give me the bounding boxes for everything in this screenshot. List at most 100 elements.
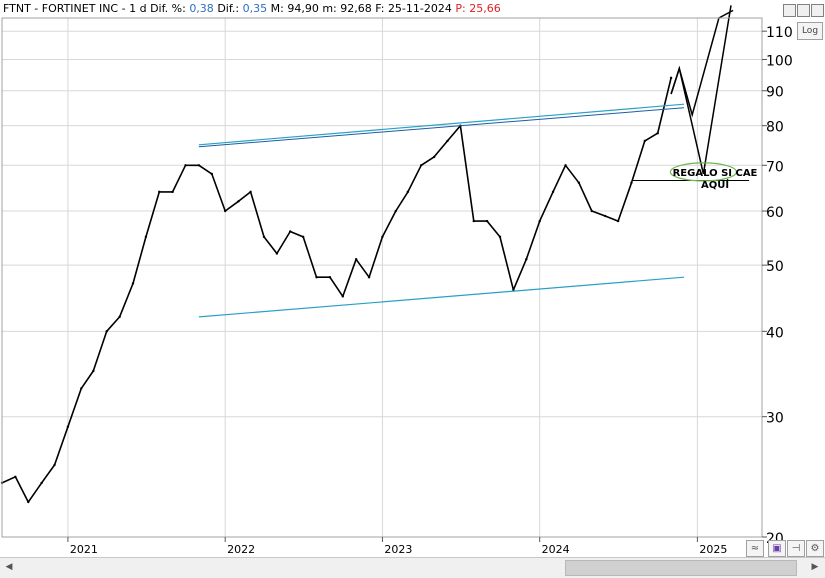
y-tick-label: 90 xyxy=(766,85,784,101)
chart-header: FTNT - FORTINET INC - 1 d Dif. %: 0,38 D… xyxy=(3,2,501,18)
y-tick-label: 70 xyxy=(766,159,784,175)
annotation-line-1: REGALO SI CAE xyxy=(672,168,758,179)
annotation-line-2: AQUÍ xyxy=(700,180,730,191)
scroll-right-icon[interactable]: ▶ xyxy=(811,562,819,572)
max-label: M: xyxy=(270,2,284,15)
dif-value: 0,35 xyxy=(242,2,268,15)
price-point xyxy=(394,209,397,213)
price-point xyxy=(656,131,659,135)
projection-path-2 xyxy=(670,5,732,175)
date-value: 25-11-2024 xyxy=(387,2,452,15)
y-tick-label: 40 xyxy=(766,325,784,341)
maximize-icon[interactable] xyxy=(797,4,810,17)
price-point xyxy=(643,139,647,143)
x-tick-label: 2023 xyxy=(384,543,412,556)
price-point xyxy=(40,481,43,485)
price-point xyxy=(498,235,502,239)
dif-pct-value: 0,38 xyxy=(189,2,214,15)
price-point xyxy=(512,288,515,292)
x-tick-label: 2025 xyxy=(699,543,727,556)
min-value: 92,68 xyxy=(340,2,372,15)
dif-label: Dif.: xyxy=(217,2,240,15)
date-label: F: xyxy=(375,2,385,15)
dif-pct-label: Dif. %: xyxy=(150,2,186,15)
y-tick-label: 80 xyxy=(766,120,784,136)
price-point xyxy=(406,190,410,194)
price-series xyxy=(0,76,673,504)
price-point xyxy=(210,172,214,176)
ticker-name: FTNT - FORTINET INC - xyxy=(3,2,126,15)
price-point xyxy=(289,230,292,233)
x-tick-label: 2024 xyxy=(542,543,570,556)
price-point xyxy=(53,463,56,467)
price-point xyxy=(525,258,528,261)
price-point xyxy=(381,235,384,239)
price-point xyxy=(184,164,187,167)
chart-gridlines xyxy=(2,18,762,538)
scroll-left-icon[interactable]: ◀ xyxy=(5,562,13,572)
price-point xyxy=(105,330,108,333)
price-point xyxy=(144,235,148,239)
price-point xyxy=(14,475,17,478)
price-point xyxy=(630,181,633,184)
x-tick-label: 2022 xyxy=(227,543,255,556)
log-scale-toggle[interactable]: Log xyxy=(797,22,823,40)
price-point xyxy=(301,235,305,239)
price-point xyxy=(249,190,252,194)
pin-icon[interactable]: ⊣ xyxy=(787,540,805,557)
x-tick-label: 2021 xyxy=(70,543,98,556)
price-point xyxy=(564,164,567,167)
price-point xyxy=(432,155,436,159)
price-point xyxy=(66,425,70,428)
price-value: 25,66 xyxy=(469,2,501,15)
price-point xyxy=(80,387,83,390)
price-point xyxy=(669,76,673,80)
y-tick-label: 110 xyxy=(766,25,793,41)
y-tick-label: 60 xyxy=(766,205,784,221)
max-value: 94,90 xyxy=(287,2,319,15)
channel-upper-line xyxy=(198,103,685,146)
price-point xyxy=(237,200,240,203)
compare-icon[interactable]: ≈ xyxy=(746,540,764,557)
price-point xyxy=(131,282,135,285)
price-point xyxy=(577,181,581,184)
price-point xyxy=(27,500,30,504)
y-tick-label: 100 xyxy=(766,53,793,69)
price-point xyxy=(92,369,95,373)
settings-icon[interactable]: ⚙ xyxy=(806,540,824,557)
price-point xyxy=(315,276,318,279)
price-point xyxy=(328,276,332,279)
save-icon[interactable]: ▣ xyxy=(768,540,786,557)
price-point xyxy=(118,315,121,319)
price-label: P: xyxy=(455,2,466,15)
target-zone-ellipse xyxy=(669,162,738,182)
price-point xyxy=(472,219,475,223)
price-point xyxy=(262,235,266,239)
projection-path-1 xyxy=(670,9,734,118)
min-label: m: xyxy=(322,2,337,15)
close-icon[interactable] xyxy=(811,4,824,17)
horizontal-scrollbar[interactable]: ◀ ▶ xyxy=(0,557,825,578)
scroll-thumb[interactable] xyxy=(565,560,797,576)
price-point xyxy=(538,219,541,223)
price-point xyxy=(420,164,423,167)
price-point xyxy=(551,190,555,194)
price-point xyxy=(603,214,607,218)
y-tick-label: 30 xyxy=(766,411,784,427)
channel-upper-line-2 xyxy=(198,107,685,148)
drawing-overlays xyxy=(198,5,750,318)
price-point xyxy=(223,209,227,213)
price-point xyxy=(616,219,620,223)
price-point xyxy=(158,190,161,194)
price-point xyxy=(171,190,174,194)
price-point xyxy=(197,164,201,167)
price-point xyxy=(341,295,344,298)
price-point xyxy=(590,209,594,213)
price-point xyxy=(446,139,449,143)
price-point xyxy=(275,252,279,255)
minimize-icon[interactable] xyxy=(783,4,796,17)
price-point xyxy=(485,219,489,223)
channel-lower-line xyxy=(198,276,685,318)
